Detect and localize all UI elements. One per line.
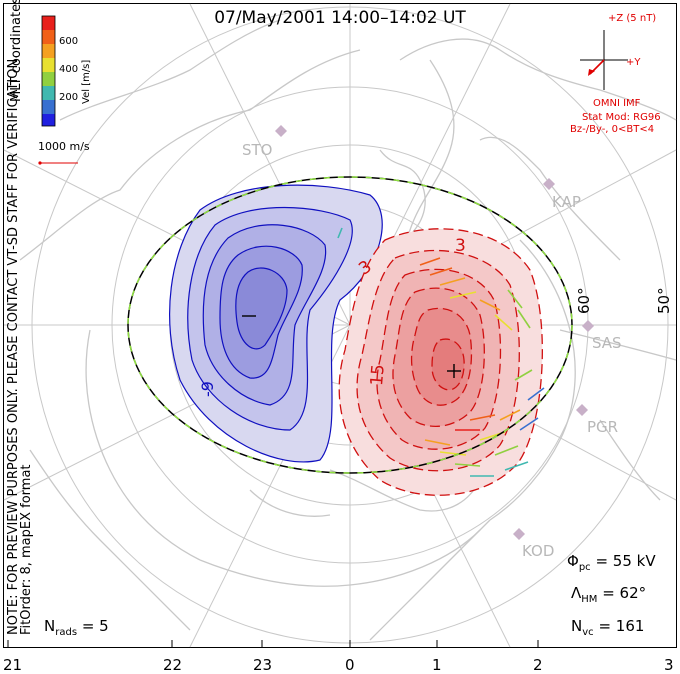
station-label-sto: STO xyxy=(242,141,273,159)
reference-vector xyxy=(38,161,78,165)
mlt-label-2: 2 xyxy=(533,656,543,674)
station-marker-sto xyxy=(275,125,287,137)
mlt-label-22: 22 xyxy=(163,656,183,674)
contour-label-15: 15 xyxy=(367,363,389,387)
station-marker-pgr xyxy=(576,404,588,416)
imf-z-label: +Z (5 nT) xyxy=(608,13,657,24)
mlt-label-23: 23 xyxy=(253,656,273,674)
station-label-kap: KAP xyxy=(552,193,581,211)
mlt-label-1: 1 xyxy=(432,656,442,674)
stat-lambda-hm: ΛHM = 62° xyxy=(571,584,647,605)
velocity-vectors xyxy=(337,227,545,477)
imf-y-label: +Y xyxy=(626,57,641,68)
colorbar-tick-600: 600 xyxy=(59,36,79,47)
mlt-axis-ticks xyxy=(7,640,539,647)
stat-nvc: Nvc = 161 xyxy=(571,617,645,638)
station-label-kod: KOD xyxy=(522,542,555,560)
station-markers xyxy=(275,125,594,540)
map-title: 07/May/2001 14:00–14:02 UT xyxy=(214,8,466,28)
fit-info: FitOrder: 8, mapEX format xyxy=(19,464,34,635)
velocity-colorbar xyxy=(41,15,56,127)
station-marker-kod xyxy=(513,528,525,540)
colorbar-tick-200: 200 xyxy=(59,92,79,103)
latitude-label-60: 60° xyxy=(575,287,593,314)
contour-label-neg9: -9 xyxy=(198,381,217,397)
positive-potential-cell xyxy=(338,228,543,496)
stat-phi-pc: Φpc = 55 kV xyxy=(567,552,656,573)
station-label-pgr: PGR xyxy=(587,418,619,436)
plot-frame xyxy=(3,3,677,648)
hm-boundary-markers xyxy=(127,176,573,474)
latitude-label-50: 50° xyxy=(655,287,673,314)
mlt-label-21: 21 xyxy=(3,656,23,674)
reference-vector-label: 1000 m/s xyxy=(38,140,90,153)
station-marker-kap xyxy=(543,178,555,190)
imf-dial xyxy=(580,30,628,90)
contour-label-3a: 3 xyxy=(455,236,466,256)
imf-bin: Bz-/By-, 0<BT<4 xyxy=(570,124,655,135)
mlt-label-3: 3 xyxy=(664,656,674,674)
station-label-sas: SAS xyxy=(592,334,622,352)
imf-source: OMNI IMF xyxy=(593,98,641,109)
colorbar-label: Vel [m/s] xyxy=(81,59,92,104)
imf-model: Stat Mod: RG96 xyxy=(582,112,661,123)
mlt-label-0: 0 xyxy=(345,656,355,674)
colorbar-tick-400: 400 xyxy=(59,64,79,75)
station-marker-sas xyxy=(582,320,594,332)
stat-nrads: Nrads = 5 xyxy=(44,617,109,638)
negative-potential-cell xyxy=(168,184,383,463)
